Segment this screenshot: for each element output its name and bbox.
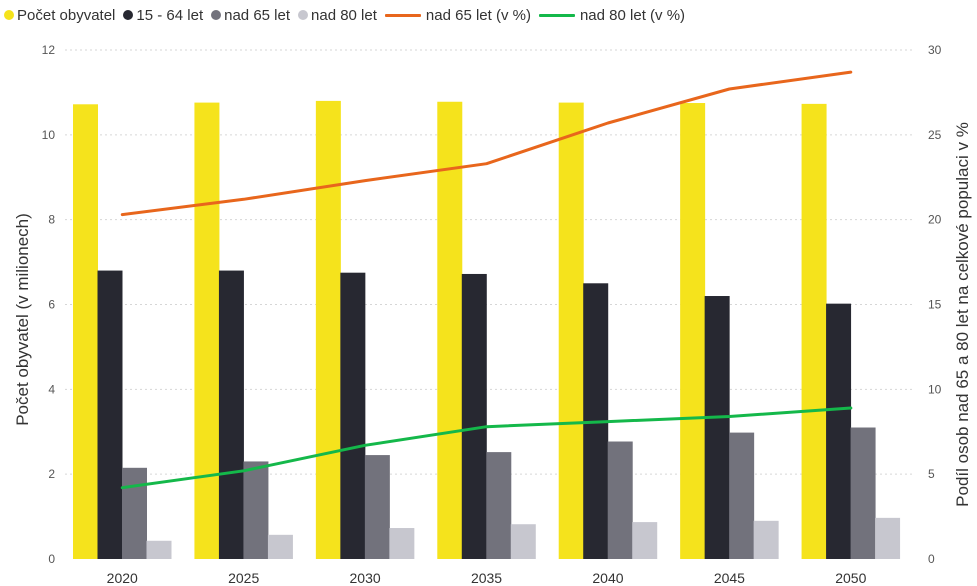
legend-swatch: [123, 10, 134, 20]
bar-nad-80-let-2040: [632, 522, 658, 559]
bar-nad-65-let-2025: [243, 461, 269, 559]
bar-nad-80-let-2045: [753, 520, 779, 559]
x-tick-label: 2020: [107, 570, 138, 586]
bar-nad-80-let-2030: [389, 528, 415, 559]
legend-item-3: nad 80 let: [298, 7, 377, 24]
y-tick-label: 12: [42, 43, 56, 57]
bar-15-64-let-2025: [218, 270, 244, 559]
bar-nad-65-let-2040: [607, 441, 633, 559]
bars: [73, 100, 901, 560]
x-tick-label: 2045: [714, 570, 745, 586]
bar-po-et-obyvatel-2020: [73, 104, 98, 559]
legend-label: nad 80 let: [311, 6, 377, 24]
legend-item-0: Počet obyvatel: [4, 7, 115, 24]
bar-nad-65-let-2050: [850, 427, 876, 559]
bar-nad-65-let-2045: [729, 432, 755, 559]
y2-tick-label: 20: [928, 213, 942, 227]
bar-po-et-obyvatel-2050: [801, 103, 827, 559]
bar-po-et-obyvatel-2035: [437, 101, 463, 559]
bar-po-et-obyvatel-2045: [680, 103, 706, 559]
y2-tick-label: 10: [928, 382, 942, 396]
y-tick-label: 0: [48, 552, 55, 566]
legend-swatch: [211, 10, 222, 20]
legend-label: 15 - 64 let: [136, 6, 204, 24]
y-axis-title: Počet obyvatel (v milionech): [13, 213, 32, 426]
y2-tick-label: 0: [928, 552, 935, 566]
legend-swatch: [538, 13, 575, 17]
legend-item-5: nad 80 let (v %): [538, 6, 686, 24]
y-tick-label: 8: [48, 213, 55, 227]
legend-swatch: [384, 13, 421, 17]
y2-axis-title: Podíl osob nad 65 a 80 let na celkové po…: [953, 122, 972, 507]
bar-po-et-obyvatel-2025: [194, 102, 220, 559]
legend-label: nad 80 let (v %): [579, 6, 686, 24]
bar-po-et-obyvatel-2030: [315, 100, 341, 560]
x-tick-label: 2040: [592, 570, 623, 586]
bar-15-64-let-2020: [97, 270, 123, 559]
bar-nad-80-let-2035: [510, 524, 536, 559]
legend-label: nad 65 let (v %): [425, 6, 531, 24]
bar-15-64-let-2030: [340, 272, 366, 559]
y2-tick-label: 15: [928, 298, 942, 312]
bar-nad-65-let-2020: [122, 467, 147, 559]
legend: Počet obyvatel 15 - 64 let nad 65 let nad 8…: [4, 4, 693, 26]
bar-15-64-let-2035: [461, 273, 487, 559]
x-tick-label: 2030: [350, 570, 381, 586]
legend-swatch: [298, 10, 309, 20]
legend-item-2: nad 65 let: [211, 7, 290, 24]
lines: [120, 70, 853, 490]
legend-swatch: [4, 10, 14, 20]
legend-label: nad 65 let: [224, 6, 291, 24]
bar-15-64-let-2050: [826, 303, 852, 559]
x-tick-label: 2025: [228, 570, 259, 586]
y-tick-label: 10: [42, 128, 56, 142]
bar-nad-65-let-2035: [486, 452, 512, 559]
line-nad-80-let-v: [120, 406, 853, 490]
bar-nad-65-let-2030: [364, 455, 390, 559]
y2-tick-label: 30: [928, 43, 942, 57]
legend-item-1: 15 - 64 let: [123, 7, 203, 24]
x-tick-label: 2035: [471, 570, 502, 586]
bar-nad-80-let-2050: [875, 517, 901, 559]
bar-po-et-obyvatel-2040: [558, 102, 584, 559]
y-tick-label: 2: [48, 467, 55, 481]
y2-tick-label: 5: [928, 467, 935, 481]
y2-tick-label: 25: [928, 128, 942, 142]
gridlines: [65, 49, 915, 475]
bar-nad-80-let-2020: [146, 540, 172, 559]
y-tick-label: 6: [48, 298, 55, 312]
line-nad-65-let-v: [120, 70, 853, 217]
bar-nad-80-let-2025: [267, 534, 293, 559]
x-tick-label: 2050: [835, 570, 866, 586]
legend-label: Počet obyvatel: [17, 6, 116, 24]
legend-item-4: nad 65 let (v %): [384, 6, 531, 24]
y-tick-label: 4: [48, 382, 55, 396]
bar-15-64-let-2045: [704, 296, 730, 559]
